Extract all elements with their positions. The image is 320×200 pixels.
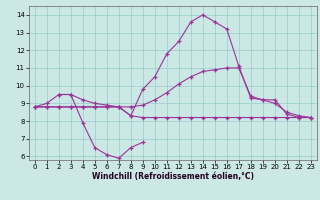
X-axis label: Windchill (Refroidissement éolien,°C): Windchill (Refroidissement éolien,°C) [92, 172, 254, 181]
